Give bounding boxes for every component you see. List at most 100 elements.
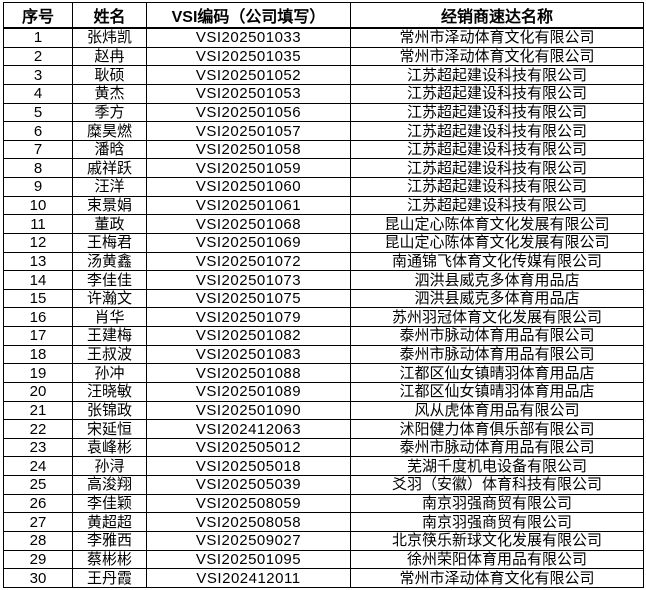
- table-row: 26 李佳颖 VSI202508059 南京羽强商贸有限公司: [3, 493, 644, 514]
- cell-name: 黄杰: [72, 83, 147, 104]
- table-row: 11 董政 VSI202501068 昆山定心陈体育文化发展有限公司: [3, 214, 644, 234]
- cell-seq: 4: [3, 83, 73, 104]
- cell-seq: 13: [3, 251, 73, 272]
- cell-vsi: VSI202501035: [146, 46, 351, 67]
- cell-vsi: VSI202508059: [146, 493, 351, 514]
- table-row: 3 耿硕 VSI202501052 江苏超起建设科技有限公司: [3, 65, 644, 85]
- cell-company: 昆山定心陈体育文化发展有限公司: [350, 232, 644, 253]
- cell-company: 江苏超起建设科技有限公司: [350, 65, 644, 85]
- cell-name: 赵冉: [72, 46, 147, 67]
- cell-company: 常州市泽动体育文化有限公司: [350, 568, 644, 588]
- cell-name: 汤黄鑫: [72, 251, 147, 272]
- cell-name: 肖华: [72, 307, 147, 328]
- cell-seq: 16: [3, 307, 73, 328]
- cell-vsi: VSI202501052: [146, 65, 351, 85]
- cell-seq: 25: [3, 475, 73, 495]
- cell-name: 王梅君: [72, 232, 147, 253]
- cell-company: 泰州市脉动体育用品有限公司: [350, 344, 644, 365]
- cell-seq: 28: [3, 530, 73, 551]
- table-row: 2 赵冉 VSI202501035 常州市泽动体育文化有限公司: [3, 46, 644, 67]
- cell-seq: 6: [3, 121, 73, 141]
- cell-company: 南通锦飞体育文化传媒有限公司: [350, 251, 644, 272]
- table-row: 14 李佳佳 VSI202501073 泗洪县威克多体育用品店: [3, 270, 644, 290]
- cell-seq: 14: [3, 270, 73, 290]
- table-row: 28 李雅西 VSI202509027 北京筷乐新球文化发展有限公司: [3, 530, 644, 551]
- cell-name: 孙浔: [72, 456, 147, 477]
- cell-company: 北京筷乐新球文化发展有限公司: [350, 530, 644, 551]
- cell-vsi: VSI202412063: [146, 419, 351, 439]
- cell-company: 泗洪县威克多体育用品店: [350, 270, 644, 290]
- cell-vsi: VSI202508058: [146, 512, 351, 532]
- cell-name: 王丹霞: [72, 568, 147, 588]
- cell-vsi: VSI202501083: [146, 344, 351, 365]
- cell-vsi: VSI202501053: [146, 83, 351, 104]
- table-row: 12 王梅君 VSI202501069 昆山定心陈体育文化发展有限公司: [3, 232, 644, 253]
- cell-company: 苏州羽冠体育文化发展有限公司: [350, 307, 644, 328]
- cell-vsi: VSI202501069: [146, 232, 351, 253]
- cell-seq: 8: [3, 158, 73, 179]
- cell-company: 江苏超起建设科技有限公司: [350, 121, 644, 141]
- table-row: 17 王建梅 VSI202501082 泰州市脉动体育用品有限公司: [3, 326, 644, 346]
- cell-seq: 23: [3, 437, 73, 458]
- cell-seq: 10: [3, 195, 73, 216]
- cell-name: 潘晗: [72, 139, 147, 160]
- cell-vsi: VSI202501088: [146, 363, 351, 383]
- table-row: 19 孙冲 VSI202501088 江都区仙女镇晴羽体育用品店: [3, 363, 644, 383]
- cell-name: 张炜凯: [72, 27, 147, 48]
- cell-seq: 3: [3, 65, 73, 85]
- cell-company: 风从虎体育用品有限公司: [350, 400, 644, 421]
- cell-name: 王建梅: [72, 326, 147, 346]
- table-row: 1 张炜凯 VSI202501033 常州市泽动体育文化有限公司: [3, 27, 644, 48]
- cell-name: 李雅西: [72, 530, 147, 551]
- cell-company: 昆山定心陈体育文化发展有限公司: [350, 214, 644, 234]
- header-name: 姓名: [72, 2, 147, 29]
- cell-seq: 11: [3, 214, 73, 234]
- cell-name: 汪洋: [72, 177, 147, 197]
- table-row: 29 蔡彬彬 VSI202501095 徐州荣阳体育用品有限公司: [3, 549, 644, 570]
- cell-company: 江苏超起建设科技有限公司: [350, 83, 644, 104]
- cell-company: 江都区仙女镇晴羽体育用品店: [350, 363, 644, 383]
- cell-seq: 19: [3, 363, 73, 383]
- table-row: 4 黄杰 VSI202501053 江苏超起建设科技有限公司: [3, 83, 644, 104]
- table-row: 9 汪洋 VSI202501060 江苏超起建设科技有限公司: [3, 177, 644, 197]
- cell-name: 季方: [72, 102, 147, 123]
- cell-seq: 30: [3, 568, 73, 588]
- table-row: 10 束景娟 VSI202501061 江苏超起建设科技有限公司: [3, 195, 644, 216]
- table-row: 5 季方 VSI202501056 江苏超起建设科技有限公司: [3, 102, 644, 123]
- cell-name: 许瀚文: [72, 288, 147, 309]
- header-seq: 序号: [3, 2, 73, 29]
- cell-name: 黄超超: [72, 512, 147, 532]
- table-row: 16 肖华 VSI202501079 苏州羽冠体育文化发展有限公司: [3, 307, 644, 328]
- cell-seq: 15: [3, 288, 73, 309]
- cell-company: 泰州市脉动体育用品有限公司: [350, 326, 644, 346]
- table-row: 15 许瀚文 VSI202501075 泗洪县威克多体育用品店: [3, 288, 644, 309]
- cell-company: 常州市泽动体育文化有限公司: [350, 46, 644, 67]
- cell-seq: 7: [3, 139, 73, 160]
- header-company: 经销商速达名称: [350, 2, 644, 29]
- cell-company: 徐州荣阳体育用品有限公司: [350, 549, 644, 570]
- table-row: 23 袁峰彬 VSI202505012 泰州市脉动体育用品有限公司: [3, 437, 644, 458]
- cell-name: 王叔波: [72, 344, 147, 365]
- table-row: 27 黄超超 VSI202508058 南京羽强商贸有限公司: [3, 512, 644, 532]
- table-row: 6 糜昊燃 VSI202501057 江苏超起建设科技有限公司: [3, 121, 644, 141]
- table-row: 13 汤黄鑫 VSI202501072 南通锦飞体育文化传媒有限公司: [3, 251, 644, 272]
- cell-vsi: VSI202501061: [146, 195, 351, 216]
- cell-company: 南京羽强商贸有限公司: [350, 493, 644, 514]
- cell-vsi: VSI202501057: [146, 121, 351, 141]
- cell-vsi: VSI202509027: [146, 530, 351, 551]
- cell-company: 江苏超起建设科技有限公司: [350, 195, 644, 216]
- cell-seq: 27: [3, 512, 73, 532]
- cell-vsi: VSI202505012: [146, 437, 351, 458]
- cell-company: 南京羽强商贸有限公司: [350, 512, 644, 532]
- cell-company: 江苏超起建设科技有限公司: [350, 158, 644, 179]
- cell-name: 糜昊燃: [72, 121, 147, 141]
- cell-company: 江苏超起建设科技有限公司: [350, 102, 644, 123]
- table-row: 30 王丹霞 VSI202412011 常州市泽动体育文化有限公司: [3, 568, 644, 588]
- cell-name: 蔡彬彬: [72, 549, 147, 570]
- cell-seq: 12: [3, 232, 73, 253]
- cell-vsi: VSI202505039: [146, 475, 351, 495]
- cell-vsi: VSI202501090: [146, 400, 351, 421]
- cell-seq: 29: [3, 549, 73, 570]
- cell-vsi: VSI202501089: [146, 381, 351, 402]
- cell-company: 江苏超起建设科技有限公司: [350, 139, 644, 160]
